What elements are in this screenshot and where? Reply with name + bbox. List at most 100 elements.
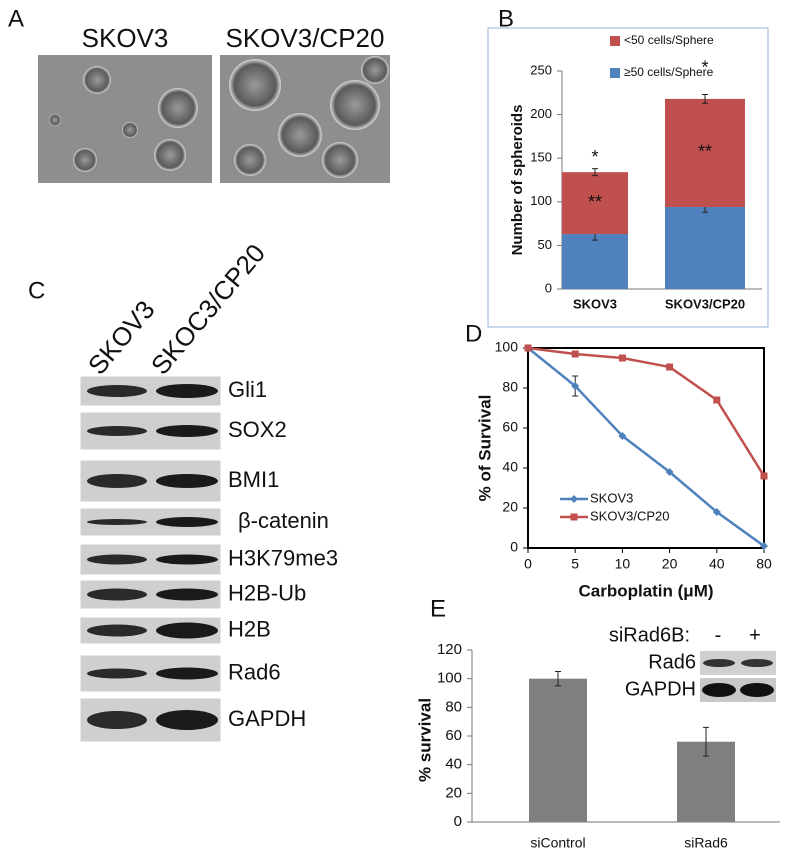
marker xyxy=(666,363,674,371)
x-tick-label: 40 xyxy=(709,556,725,572)
legend-label: SKOV3 xyxy=(590,490,633,505)
x-tick-label: SKOV3 xyxy=(573,296,617,311)
inset-row: Rad6 xyxy=(648,651,696,673)
marker xyxy=(618,432,627,440)
marker xyxy=(760,542,768,550)
blot-band xyxy=(156,710,218,730)
marker xyxy=(712,508,721,516)
panel-label: B xyxy=(498,5,514,32)
y-tick-label: 80 xyxy=(445,698,462,715)
y-tick-label: 20 xyxy=(502,499,518,515)
y-tick-label: 150 xyxy=(530,150,552,165)
x-axis-title: Carboplatin (μM) xyxy=(578,581,713,600)
blot-label: GAPDH xyxy=(228,706,306,731)
y-tick-label: 80 xyxy=(502,379,518,395)
x-tick-label: siControl xyxy=(530,835,585,851)
marker xyxy=(524,344,532,352)
y-tick-label: 100 xyxy=(437,670,462,687)
inset-header: siRad6B: xyxy=(609,624,690,646)
y-tick-label: 200 xyxy=(530,106,552,121)
panel-label: C xyxy=(28,277,45,304)
blot-label: BMI1 xyxy=(228,467,279,492)
blot-band xyxy=(156,622,218,639)
blot-band xyxy=(156,588,218,601)
blot-band xyxy=(87,385,147,397)
image-caption: SKOV3 xyxy=(82,23,169,53)
bar xyxy=(529,678,587,822)
marker xyxy=(713,396,721,404)
error-bar xyxy=(702,94,708,104)
y-tick-label: 50 xyxy=(538,237,552,252)
micrograph xyxy=(38,55,212,183)
blot-band xyxy=(87,554,147,565)
marker xyxy=(618,354,626,362)
y-tick-label: 100 xyxy=(530,193,552,208)
error-bar xyxy=(555,671,561,687)
blot-band xyxy=(156,517,218,527)
blot-band xyxy=(87,426,147,436)
annotation: ** xyxy=(588,192,602,212)
y-tick-label: 60 xyxy=(445,727,462,744)
blot-band xyxy=(156,474,218,488)
blot-band xyxy=(87,519,147,525)
blot-label: Rad6 xyxy=(228,659,281,684)
blot-band xyxy=(156,384,218,398)
legend-swatch xyxy=(610,36,620,46)
bar-segment xyxy=(562,234,628,289)
panel-label: A xyxy=(8,5,24,32)
blot-label: Gli1 xyxy=(228,377,267,402)
panel-label: E xyxy=(430,595,446,622)
inset-lane: + xyxy=(749,624,761,646)
lane-label: SKOV3 xyxy=(82,295,161,381)
inset-row: GAPDH xyxy=(625,678,696,700)
legend-label: ≥50 cells/Sphere xyxy=(624,65,714,79)
blot-label: H3K79me3 xyxy=(228,545,338,570)
blot-band xyxy=(87,474,147,488)
x-tick-label: 80 xyxy=(756,556,772,572)
blot-panel xyxy=(79,375,222,743)
y-tick-label: 0 xyxy=(545,280,552,295)
inset-blot xyxy=(700,651,776,702)
legend-swatch xyxy=(610,68,620,78)
y-tick-label: 0 xyxy=(454,813,462,830)
bar-segment xyxy=(562,172,628,235)
bar-segment xyxy=(665,98,745,208)
annotation: * xyxy=(591,147,598,167)
y-tick-label: 60 xyxy=(502,419,518,435)
y-tick-label: 40 xyxy=(502,459,518,475)
annotation: * xyxy=(701,58,708,78)
marker xyxy=(665,468,674,476)
lane-label: SKOC3/CP20 xyxy=(145,238,271,380)
y-tick-label: 100 xyxy=(495,339,519,355)
blot-band xyxy=(87,711,147,729)
marker xyxy=(571,382,580,390)
panel-label: D xyxy=(465,320,482,347)
y-tick-label: 0 xyxy=(510,539,518,555)
blot-band xyxy=(156,554,218,565)
marker xyxy=(760,472,768,480)
inset-lane: - xyxy=(715,624,722,646)
y-tick-label: 40 xyxy=(445,756,462,773)
image-caption: SKOV3/CP20 xyxy=(226,23,385,53)
blot-band xyxy=(87,668,147,679)
error-bar xyxy=(592,168,598,177)
y-axis-title: % survival xyxy=(415,698,434,782)
blot-label: β-catenin xyxy=(238,508,329,533)
plot-frame xyxy=(527,347,765,549)
series-line xyxy=(527,346,766,477)
marker xyxy=(571,350,579,358)
x-tick-label: 5 xyxy=(571,556,579,572)
micrograph xyxy=(220,55,390,183)
blot-band xyxy=(87,624,147,637)
y-tick-label: 20 xyxy=(445,784,462,801)
legend-marker xyxy=(570,495,578,503)
blot-label: H2B-Ub xyxy=(228,580,306,605)
x-tick-label: 20 xyxy=(662,556,678,572)
legend-label: <50 cells/Sphere xyxy=(624,33,714,47)
blot-band xyxy=(156,425,218,437)
y-tick-label: 120 xyxy=(437,641,462,658)
x-tick-label: SKOV3/CP20 xyxy=(665,296,745,311)
x-tick-label: 10 xyxy=(615,556,631,572)
x-tick-label: siRad6 xyxy=(684,835,728,851)
